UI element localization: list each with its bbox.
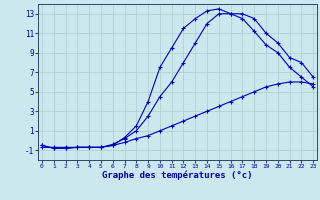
X-axis label: Graphe des températures (°c): Graphe des températures (°c) [102, 171, 253, 180]
